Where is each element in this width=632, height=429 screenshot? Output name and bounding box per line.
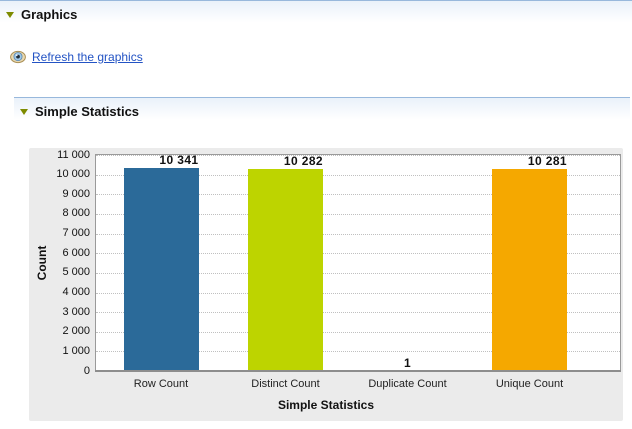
category-label-distinct-count: Distinct Count	[251, 378, 320, 390]
gridline-9000	[96, 194, 620, 196]
triangle-down-icon[interactable]	[6, 11, 14, 18]
category-label-row-count: Row Count	[133, 378, 189, 390]
gridline-1000	[96, 351, 620, 353]
y-tick-label: 3 000	[62, 305, 90, 318]
y-tick-label: 2 000	[62, 325, 90, 338]
gridline-3000	[96, 312, 620, 314]
bar-row-count[interactable]	[123, 167, 199, 371]
y-tick-label: 7 000	[62, 227, 90, 239]
gridline-2000	[96, 331, 620, 333]
gridline-10000	[96, 174, 620, 176]
section-title-graphics: Graphics	[21, 7, 78, 22]
gridline-5000	[96, 272, 620, 274]
x-axis-line	[95, 370, 621, 372]
y-tick-label: 0	[83, 364, 90, 377]
refresh-row: Refresh the graphics	[10, 50, 143, 64]
eye-icon	[10, 50, 26, 64]
y-tick-label: 10 000	[56, 168, 90, 181]
bar-value-label-distinct-count: 10 282	[283, 154, 323, 169]
x-axis-title: Simple Statistics	[277, 398, 375, 412]
refresh-graphics-link[interactable]: Refresh the graphics	[32, 50, 143, 64]
y-axis-title: Count	[35, 245, 49, 281]
gridline-6000	[96, 253, 620, 255]
y-tick-label: 4 000	[62, 286, 90, 298]
y-tick-label: 9 000	[62, 187, 90, 200]
category-label-unique-count: Unique Count	[495, 378, 564, 390]
y-tick-label: 8 000	[62, 207, 90, 220]
bar-unique-count[interactable]	[492, 169, 567, 371]
section-header-graphics[interactable]: Graphics	[0, 0, 632, 28]
category-label-duplicate-count: Duplicate Count	[368, 378, 447, 390]
bar-value-label-unique-count: 10 281	[527, 154, 567, 169]
bar-distinct-count[interactable]	[248, 169, 323, 371]
gridline-4000	[96, 292, 620, 294]
bar-value-label-duplicate-count: 1	[403, 356, 412, 370]
triangle-down-icon[interactable]	[20, 108, 28, 115]
gridline-7000	[96, 233, 620, 235]
bar-value-label-row-count: 10 341	[159, 152, 199, 167]
y-tick-label: 1 000	[62, 344, 90, 357]
y-tick-label: 6 000	[62, 246, 90, 259]
y-tick-label: 5 000	[62, 266, 90, 279]
simple-statistics-bar-chart: 0 1 000 2 000 3 000 4 000 5 000 6 000 7 000 8 00…	[29, 148, 623, 421]
y-tick-label: 11 000	[57, 148, 90, 161]
section-header-simple-statistics[interactable]: Simple Statistics	[14, 97, 630, 125]
gridline-8000	[96, 213, 620, 215]
gridline-11000	[96, 155, 620, 156]
section-title-simple-statistics: Simple Statistics	[35, 104, 140, 119]
